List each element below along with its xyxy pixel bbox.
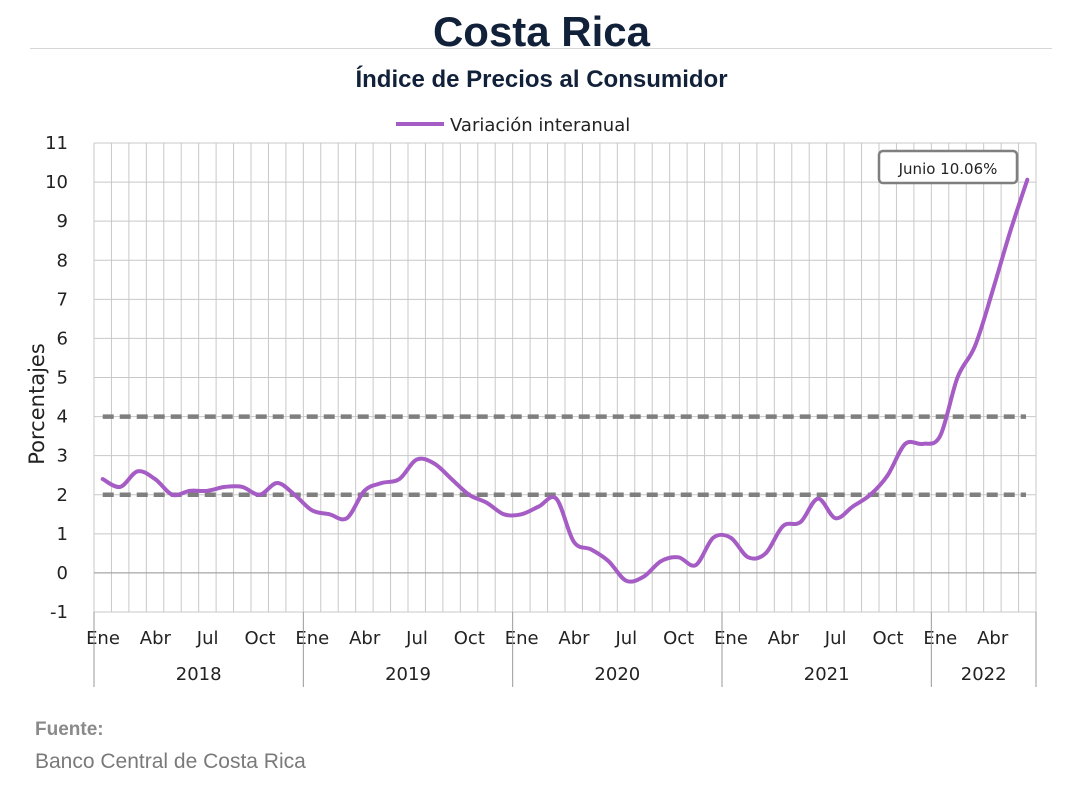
y-tick-label: 1 [57,524,68,545]
source-label: Fuente: [35,719,104,740]
x-tick-label: Oct [454,628,485,649]
inflation-line-chart: -1 0 1 2 3 4 5 6 7 8 9 10 11 Ene Abr Jul Oct Ene Abr Jul Oct… [25,115,1037,687]
x-tick-label: Jul [614,628,637,649]
y-tick-label: 4 [57,407,68,428]
axes: -1 0 1 2 3 4 5 6 7 8 9 10 11 Ene Abr Jul Oct Ene Abr Jul Oct… [45,133,1037,687]
x-tick-label: Abr [140,628,172,649]
x-tick-label: Oct [663,628,694,649]
x-tick-label: Abr [768,628,800,649]
y-tick-label: 0 [57,563,68,584]
y-tick-label: 3 [57,446,68,467]
year-label: 2020 [594,664,640,685]
y-tick-label: 10 [45,172,68,193]
chart-subtitle: Índice de Precios al Consumidor [355,66,728,93]
x-tick-label: Jul [405,628,428,649]
annotation-box [877,149,1019,185]
y-tick-label: 6 [57,328,68,349]
x-tick-label: Jul [196,628,219,649]
year-label: 2018 [176,664,222,685]
year-label: 2019 [385,664,431,685]
source-text: Banco Central de Costa Rica [35,750,306,773]
y-tick-label: 11 [45,133,68,154]
year-label: 2022 [961,664,1007,685]
x-tick-label: Abr [977,628,1009,649]
y-tick-label: -1 [50,602,68,623]
series-layer [100,177,1030,584]
y-tick-label: 7 [57,289,68,310]
x-tick-label: Oct [872,628,903,649]
y-tick-label: 2 [57,485,68,506]
annotation: Junio 10.06% [877,149,1019,185]
x-tick-label: Ene [923,628,957,649]
x-tick-label: Ene [714,628,748,649]
annotation-text: Junio 10.06% [898,160,998,178]
title-divider [30,48,1052,49]
page-title: Costa Rica [432,8,651,55]
y-tick-label: 8 [57,250,68,271]
x-tick-label: Ene [295,628,329,649]
series-line-variacion-interanual [100,177,1030,584]
x-tick-label: Ene [505,628,539,649]
grid-layer [93,142,1037,613]
x-tick-label: Abr [349,628,381,649]
x-tick-label: Jul [824,628,847,649]
legend-label: Variación interanual [450,115,630,136]
y-tick-label: 5 [57,368,68,389]
x-tick-label: Oct [244,628,275,649]
year-label: 2021 [804,664,850,685]
y-tick-label: 9 [57,211,68,232]
x-tick-label: Abr [558,628,590,649]
y-axis-label: Porcentajes [25,343,49,465]
x-tick-label: Ene [86,628,120,649]
legend: Variación interanual [396,115,630,136]
